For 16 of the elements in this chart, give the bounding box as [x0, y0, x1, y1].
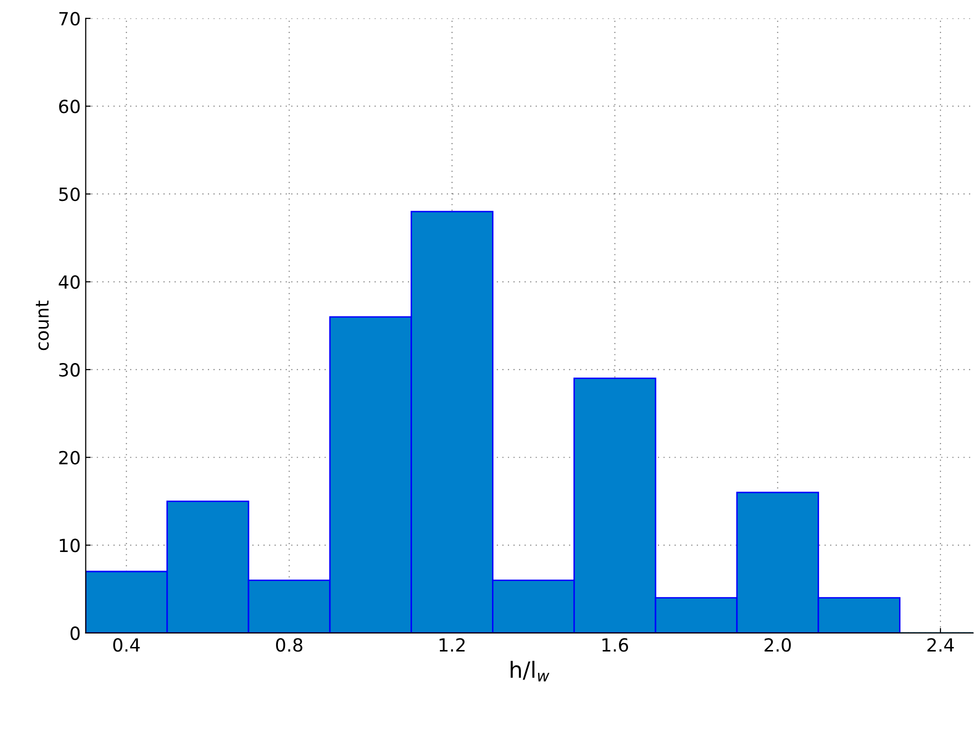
y-tick-label: 0 [70, 626, 80, 640]
x-tick-label: 1.6 [602, 638, 628, 652]
y-tick-label: 50 [59, 187, 80, 202]
y-tick-label: 40 [58, 275, 80, 289]
y-tick-label: 30 [59, 363, 80, 377]
x-tick-label: 0.4 [113, 638, 140, 652]
x-tick-label: 2.4 [927, 638, 954, 652]
x-axis-title: h/l$_{w}$ [510, 660, 550, 682]
y-axis-title: count [36, 300, 49, 350]
x-tick-label: 0.8 [276, 638, 302, 652]
x-tick-label: 1.2 [440, 638, 465, 652]
y-tick-label: 10 [60, 538, 80, 552]
y-tick-label: 60 [59, 100, 80, 114]
y-tick-label: 20 [59, 450, 80, 464]
y-tick-label: 70 [59, 12, 80, 26]
x-tick-label: 2.0 [764, 638, 791, 652]
